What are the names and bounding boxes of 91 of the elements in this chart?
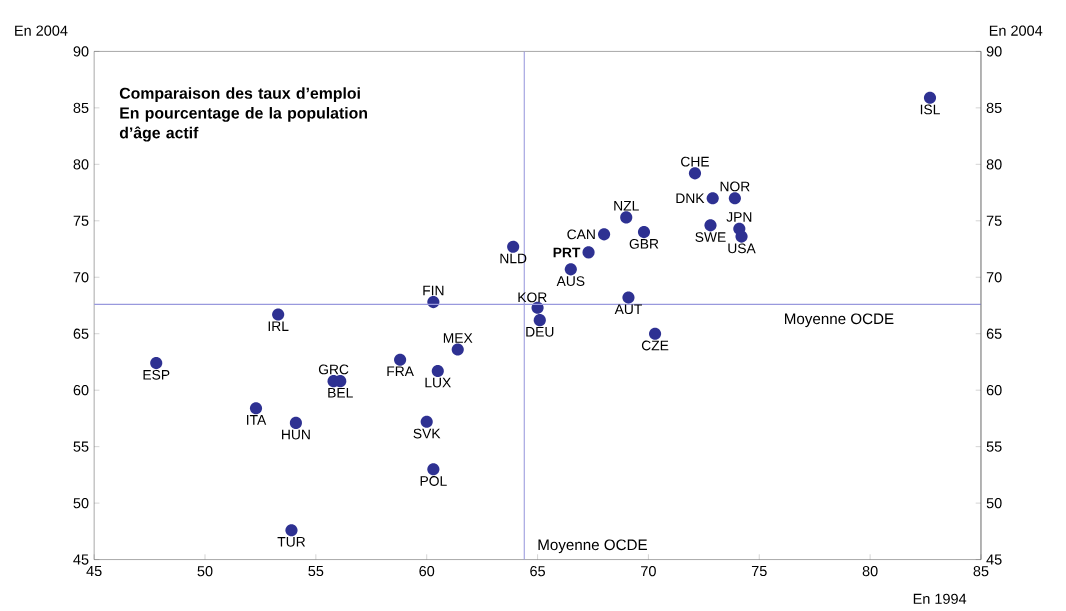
annotation: HUN (282, 429, 310, 440)
x-tick-label: 80 (862, 566, 878, 577)
y2-tick-label: 70 (986, 272, 1002, 283)
point (688, 167, 702, 180)
point (706, 192, 719, 205)
annotation: ISL (920, 104, 940, 115)
y2-tick-label: 55 (986, 441, 1002, 452)
point (637, 226, 651, 239)
point (533, 314, 546, 327)
point (451, 343, 464, 356)
annotation: BEL (328, 388, 353, 398)
text: En pourcentage de la population d’âge actif (119, 107, 367, 142)
point (249, 402, 263, 415)
y-tick-label: 80 (73, 159, 89, 170)
point (507, 240, 520, 253)
x-tick-label: 70 (641, 566, 656, 577)
point (620, 211, 633, 224)
x-tick-label: 85 (973, 566, 989, 577)
x-tick-label: 50 (197, 566, 213, 577)
x-axis-title: En 1994 (913, 593, 967, 604)
point (394, 353, 407, 366)
x-tick-label: 55 (308, 566, 324, 577)
point (427, 463, 440, 476)
y-tick-label: 60 (73, 385, 89, 396)
x-tick-label: 60 (419, 566, 435, 577)
annotation: CZE (641, 340, 669, 351)
ref-line-label: Moyenne OCDE (538, 539, 647, 554)
point (272, 308, 285, 321)
y-tick-label: 70 (73, 272, 89, 283)
annotation: SVK (413, 428, 441, 439)
annotation: ESP (143, 369, 170, 380)
point (420, 415, 433, 428)
annotation: POL (420, 476, 447, 486)
y2-tick-label: 80 (986, 159, 1002, 170)
point (622, 291, 635, 304)
annotation: AUT (614, 304, 642, 315)
y-tick-label: 65 (73, 328, 89, 339)
y-tick-label: 55 (73, 441, 89, 452)
point (289, 416, 302, 429)
annotation: AUS (556, 276, 585, 287)
annotation: GRC (318, 364, 349, 375)
annotation: CHE (681, 156, 709, 167)
x-tick-label: 45 (86, 566, 102, 577)
annotation: FIN (423, 285, 444, 296)
annotation: USA (728, 243, 756, 254)
annotation: ITA (247, 415, 267, 425)
annotation: PRT (553, 247, 581, 258)
annotation: DNK (676, 193, 705, 203)
point (728, 192, 741, 205)
text: Comparaison des taux d’emploi (119, 87, 360, 102)
annotation: KOR (518, 292, 547, 303)
y2-tick-label: 75 (986, 215, 1002, 226)
point (704, 219, 717, 232)
x-tick-label: 65 (530, 566, 545, 577)
y2-tick-label: 90 (986, 46, 1002, 57)
y2-tick-label: 50 (986, 497, 1002, 509)
x-tick-label: 75 (751, 566, 767, 577)
y-tick-label: 45 (73, 554, 89, 565)
annotation: TUR (277, 537, 306, 547)
annotation: CAN (567, 229, 595, 240)
point (735, 230, 748, 243)
annotation: DEU (526, 327, 554, 337)
y2-tick-label: 45 (986, 554, 1002, 565)
point (564, 263, 577, 276)
y-tick-label: 90 (73, 46, 89, 57)
point (923, 91, 937, 104)
point (150, 357, 163, 370)
annotation: SWE (695, 232, 726, 242)
annotation: GBR (629, 238, 659, 249)
annotation: NOR (720, 181, 750, 192)
annotation: FRA (387, 366, 414, 377)
annotation: IRL (268, 321, 289, 331)
y2-tick-label: 85 (986, 102, 1002, 114)
y-tick-label: 85 (73, 102, 89, 114)
annotation: MEX (443, 333, 473, 343)
y-tick-label: 75 (73, 215, 89, 226)
point (582, 246, 595, 259)
ref-line-label: Moyenne OCDE (785, 313, 894, 328)
point (431, 364, 444, 378)
annotation: JPN (726, 212, 752, 222)
y-axis-title: En 2004 (15, 25, 68, 36)
annotation: NLD (500, 253, 527, 264)
y2-tick-label: 60 (986, 385, 1002, 396)
point (598, 228, 611, 241)
point (649, 327, 662, 340)
annotation: LUX (425, 377, 451, 388)
point (285, 524, 298, 537)
y2-tick-label: 65 (986, 328, 1002, 339)
y-tick-label: 50 (73, 498, 89, 509)
annotation: NZL (614, 201, 639, 211)
y2-axis-title: En 2004 (989, 25, 1043, 36)
